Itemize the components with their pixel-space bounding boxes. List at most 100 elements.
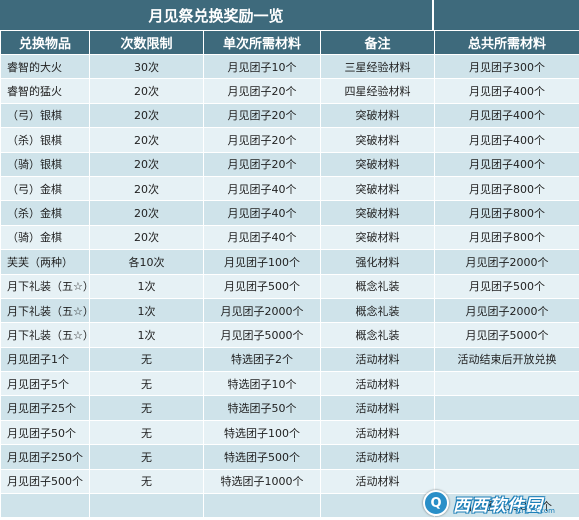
cell-unit-cost: 月见团子40个 <box>203 200 321 226</box>
cell-item: （骑）金棋 <box>0 224 90 251</box>
cell-limit: 20次 <box>89 224 204 251</box>
cell-unit-cost: 月见团子2000个 <box>203 297 321 324</box>
cell-unit-cost: 月见团子20个 <box>203 102 321 129</box>
title-row: 月见祭兑换奖励一览 <box>0 0 579 30</box>
reward-table: 兑换物品 次数限制 单次所需材料 备注 总共所需材料 睿智的大火 30次 月见团子1… <box>0 30 579 519</box>
table-row: 月见团子500个无特选团子1000个 活动材料 <box>0 468 579 495</box>
cell-item: 月下礼装（五☆） <box>0 297 90 324</box>
cell-total-cost: 月见团子400个 <box>434 151 579 177</box>
cell-total-cost <box>434 371 579 397</box>
cell-unit-cost <box>203 493 321 519</box>
cell-unit-cost: 特选团子1000个 <box>203 468 321 495</box>
cell-item: 睿智的猛火 <box>0 78 90 104</box>
cell-total-cost <box>434 468 579 495</box>
cell-total-cost <box>434 419 579 446</box>
cell-total-cost: 月见团子400个 <box>434 78 579 104</box>
cell-unit-cost: 特选团子500个 <box>203 444 321 470</box>
table-row: （杀）金棋 20次 月见团子40个 突破材料 月见团子800个 <box>0 200 579 226</box>
cell-item <box>0 493 90 519</box>
table-row: 月见团子5个无特选团子10个 活动材料 <box>0 371 579 397</box>
title-side-block <box>434 0 579 30</box>
table-row: （杀）银棋 20次 月见团子20个 突破材料 月见团子400个 <box>0 127 579 153</box>
cell-note: 突破材料 <box>320 175 435 202</box>
table-row: （骑）金棋 20次 月见团子40个 突破材料 月见团子800个 <box>0 224 579 251</box>
column-header-note: 备注 <box>320 30 435 55</box>
cell-limit: 无 <box>89 346 204 373</box>
cell-total-cost: 月见团子800个 <box>434 200 579 226</box>
table-row: 月下礼装（五☆） 1次 月见团子2000个 概念礼装 月见团子2000个 <box>0 297 579 324</box>
cell-note: 概念礼装 <box>320 322 435 348</box>
cell-total-cost: 月见团子400个 <box>434 102 579 129</box>
cell-note: 三星经验材料 <box>320 53 435 80</box>
cell-item: （杀）金棋 <box>0 200 90 226</box>
table-row: 睿智的大火 30次 月见团子10个 三星经验材料 月见团子300个 <box>0 53 579 80</box>
cell-item: 月下礼装（五☆） <box>0 322 90 348</box>
cell-total-cost: 月见团子13800个 <box>434 493 579 519</box>
cell-note: 突破材料 <box>320 127 435 153</box>
table-row: 月下礼装（五☆） 1次 月见团子500个 概念礼装 月见团子500个 <box>0 273 579 299</box>
cell-total-cost <box>434 444 579 470</box>
cell-unit-cost: 月见团子500个 <box>203 273 321 299</box>
cell-unit-cost: 月见团子5000个 <box>203 322 321 348</box>
cell-unit-cost: 月见团子40个 <box>203 175 321 202</box>
cell-note: 强化材料 <box>320 249 435 275</box>
cell-limit: 30次 <box>89 53 204 80</box>
cell-limit: 无 <box>89 444 204 470</box>
column-header-total-cost: 总共所需材料 <box>434 30 579 55</box>
cell-note: 活动材料 <box>320 444 435 470</box>
cell-total-cost: 月见团子300个 <box>434 53 579 80</box>
cell-note: 活动材料 <box>320 371 435 397</box>
cell-item: 月见团子5个 <box>0 371 90 397</box>
cell-note: 概念礼装 <box>320 273 435 299</box>
cell-total-cost: 月见团子2000个 <box>434 297 579 324</box>
table-row: 月见团子50个无特选团子100个 活动材料 <box>0 419 579 446</box>
column-header-unit-cost: 单次所需材料 <box>203 30 321 55</box>
cell-item: 月见团子500个 <box>0 468 90 495</box>
cell-item: （弓）金棋 <box>0 175 90 202</box>
cell-item: 月见团子1个 <box>0 346 90 373</box>
table-row: 月见团子13800个 <box>0 493 579 519</box>
cell-total-cost: 月见团子500个 <box>434 273 579 299</box>
table-row: （弓）银棋 20次 月见团子20个 突破材料 月见团子400个 <box>0 102 579 129</box>
cell-limit: 20次 <box>89 127 204 153</box>
cell-limit: 1次 <box>89 297 204 324</box>
cell-limit: 无 <box>89 468 204 495</box>
table-row: 月见团子1个无特选团子2个 活动材料 活动结束后开放兑换 <box>0 346 579 373</box>
cell-note: 活动材料 <box>320 468 435 495</box>
cell-note: 四星经验材料 <box>320 78 435 104</box>
cell-unit-cost: 特选团子10个 <box>203 371 321 397</box>
cell-unit-cost: 月见团子20个 <box>203 78 321 104</box>
cell-item: （骑）银棋 <box>0 151 90 177</box>
table-row: （弓）金棋 20次 月见团子40个 突破材料 月见团子800个 <box>0 175 579 202</box>
cell-limit: 20次 <box>89 102 204 129</box>
column-header-limit: 次数限制 <box>89 30 204 55</box>
cell-unit-cost: 特选团子2个 <box>203 346 321 373</box>
cell-item: （弓）银棋 <box>0 102 90 129</box>
cell-note: 活动材料 <box>320 346 435 373</box>
table-body: 睿智的大火 30次 月见团子10个 三星经验材料 月见团子300个 睿智的猛火 20次 月见团… <box>0 53 579 519</box>
cell-unit-cost: 月见团子40个 <box>203 224 321 251</box>
cell-item: 月下礼装（五☆） <box>0 273 90 299</box>
cell-limit: 20次 <box>89 151 204 177</box>
cell-unit-cost: 月见团子100个 <box>203 249 321 275</box>
table-header-row: 兑换物品 次数限制 单次所需材料 备注 总共所需材料 <box>0 30 579 55</box>
cell-limit: 1次 <box>89 322 204 348</box>
page-title: 月见祭兑换奖励一览 <box>0 0 434 30</box>
cell-limit: 无 <box>89 395 204 421</box>
cell-total-cost: 月见团子800个 <box>434 175 579 202</box>
cell-limit: 无 <box>89 419 204 446</box>
cell-total-cost: 月见团子800个 <box>434 224 579 251</box>
cell-limit: 各10次 <box>89 249 204 275</box>
cell-item: 睿智的大火 <box>0 53 90 80</box>
cell-unit-cost: 月见团子10个 <box>203 53 321 80</box>
cell-note: 活动材料 <box>320 419 435 446</box>
cell-total-cost: 活动结束后开放兑换 <box>434 346 579 373</box>
cell-note <box>320 493 435 519</box>
cell-unit-cost: 特选团子100个 <box>203 419 321 446</box>
cell-unit-cost: 月见团子20个 <box>203 127 321 153</box>
cell-limit: 20次 <box>89 175 204 202</box>
table-row: 芙芙（两种） 各10次 月见团子100个 强化材料 月见团子2000个 <box>0 249 579 275</box>
cell-note: 突破材料 <box>320 102 435 129</box>
cell-note: 突破材料 <box>320 151 435 177</box>
cell-note: 突破材料 <box>320 200 435 226</box>
